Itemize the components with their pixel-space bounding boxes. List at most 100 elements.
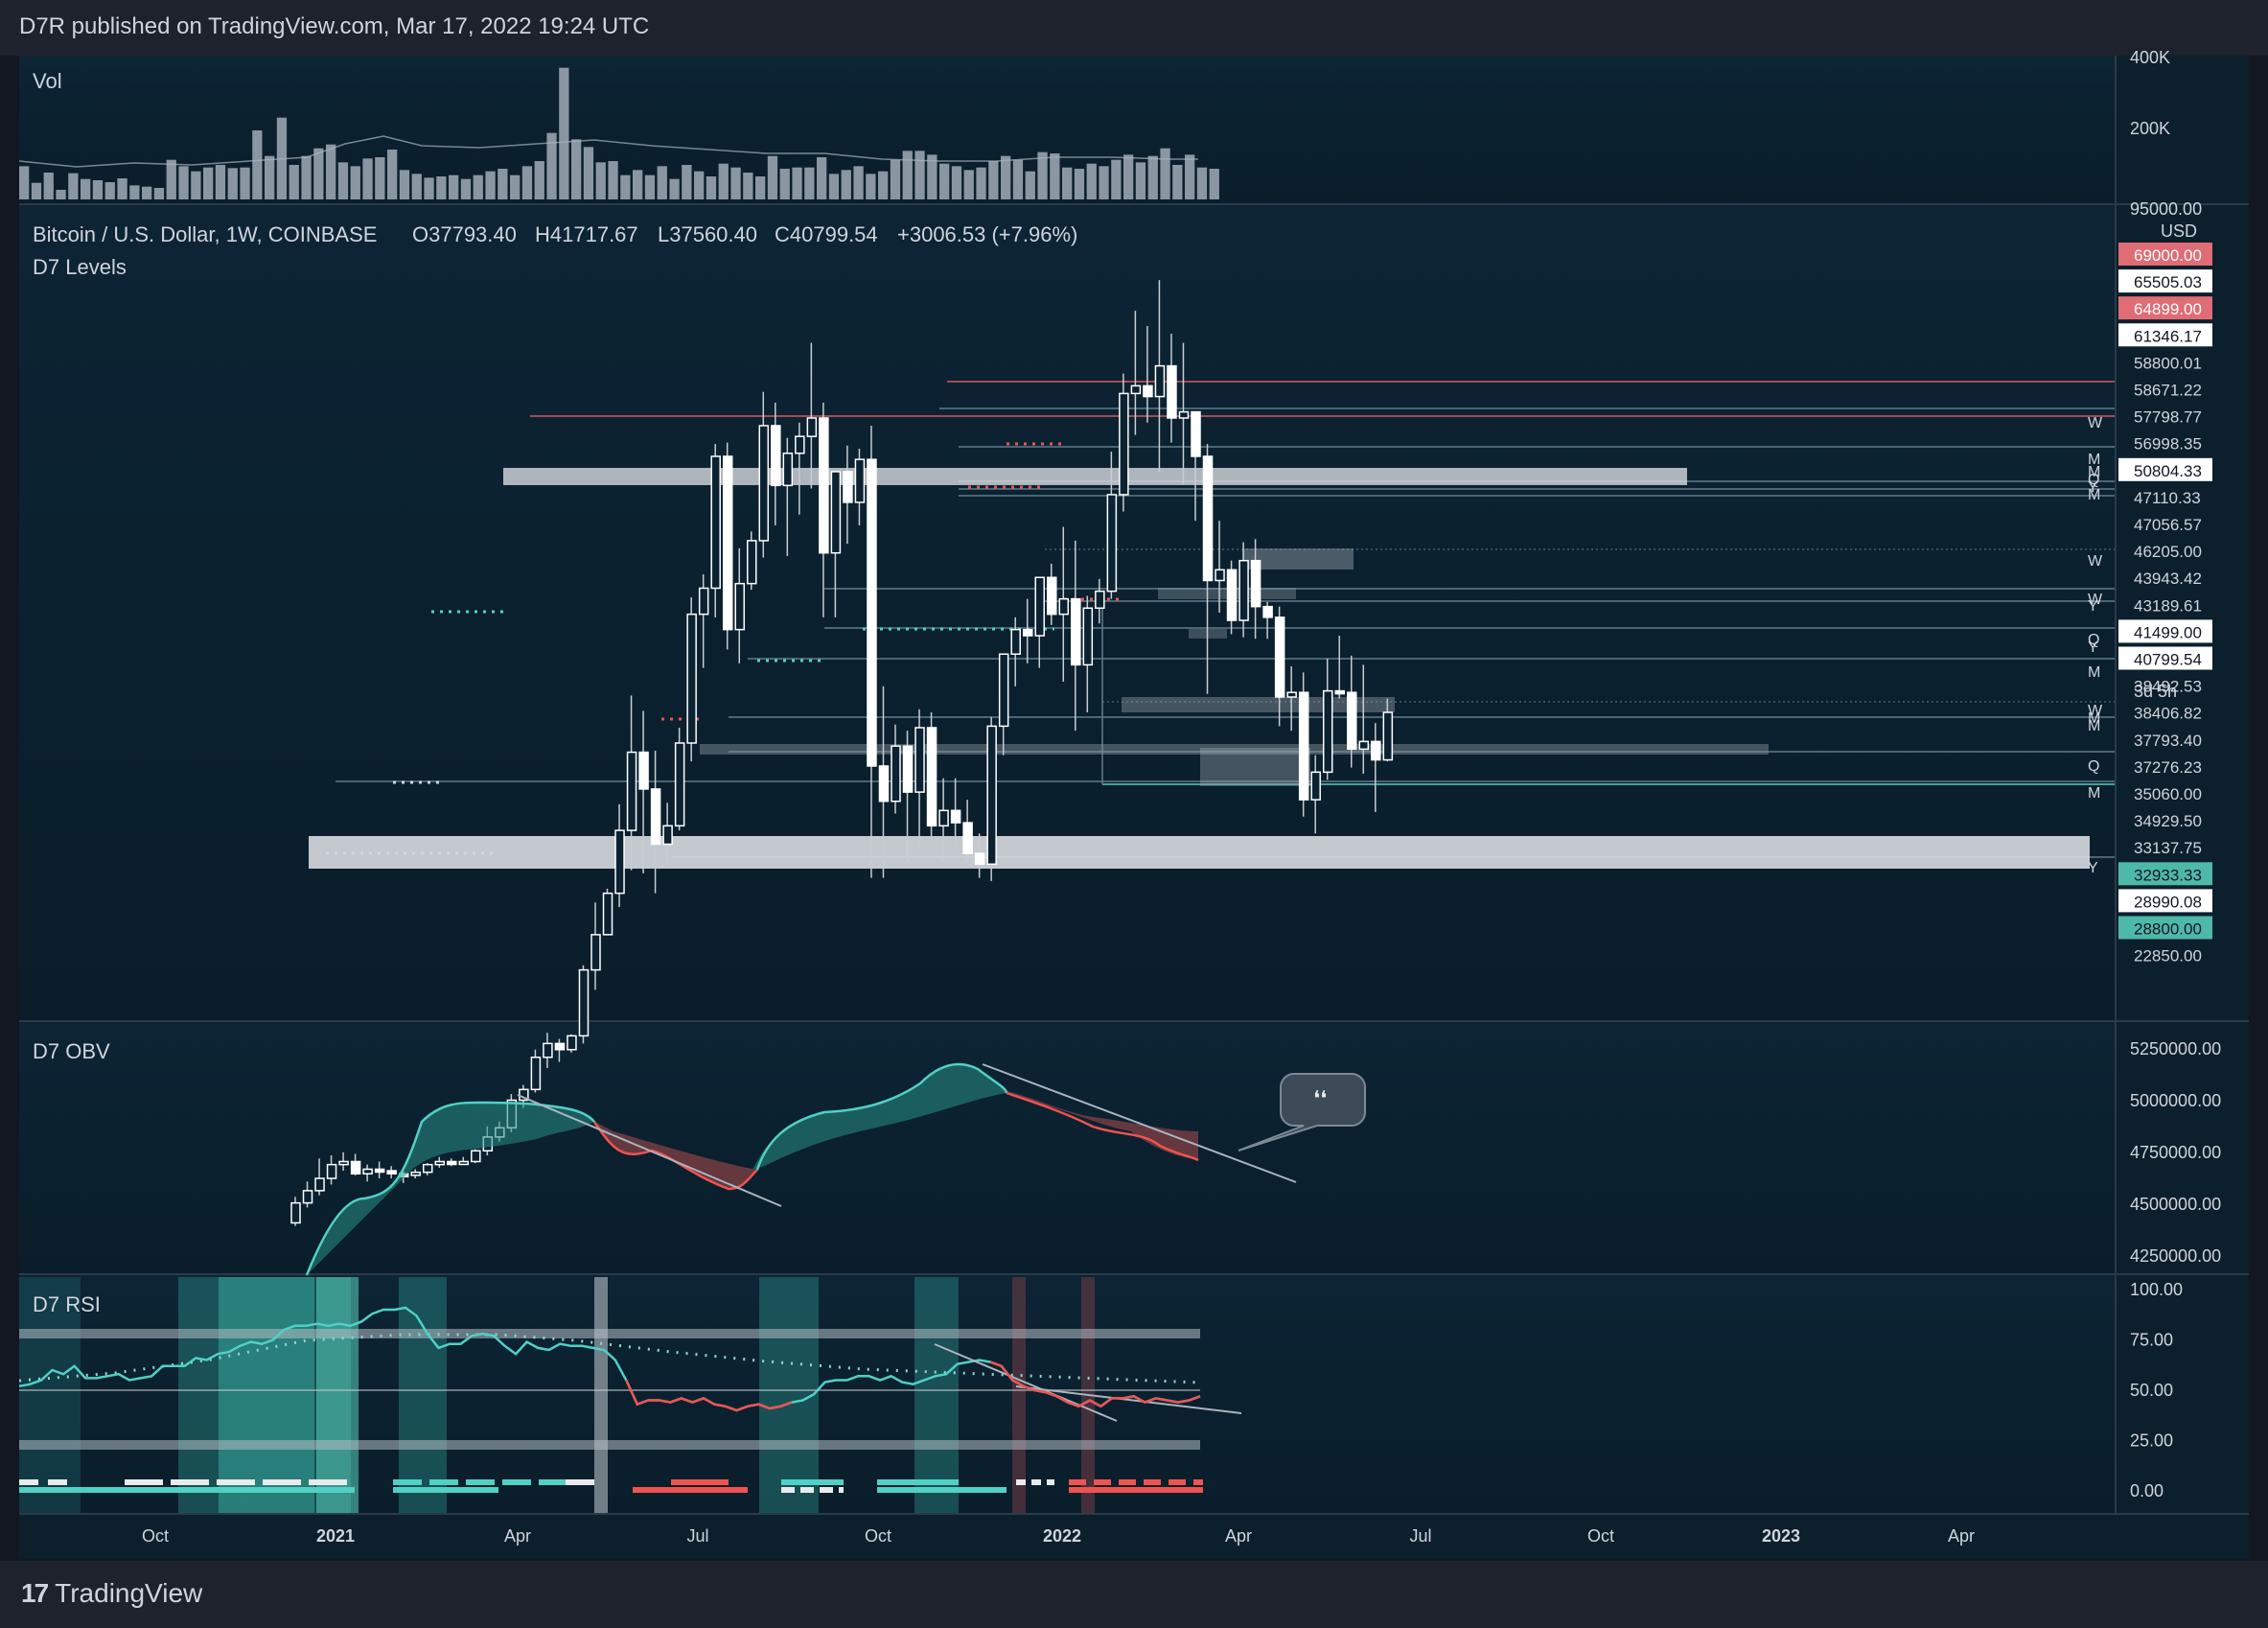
tradingview-logo-icon: 17 [21,1578,49,1608]
candle-body [926,727,937,827]
time-axis-label: 2023 [1762,1526,1800,1546]
volume-bar [620,174,631,199]
volume-bar [485,171,496,199]
volume-bar [1025,171,1035,199]
volume-bar [804,167,815,199]
time-axis-label: Jul [686,1526,708,1546]
price-label: 37793.40 [2134,732,2202,750]
rsi-pane[interactable] [19,1275,2115,1513]
candle-body [1143,384,1153,398]
volume-bar [1135,162,1146,199]
price-label-bg [2118,889,2212,913]
ohlc-open: O37793.40 [412,222,517,246]
volume-bar [546,132,557,199]
level-tag: M [2088,487,2100,503]
ohlc-close: C40799.54 [775,222,878,246]
price-label: 58800.01 [2134,354,2202,372]
footer-bar: 17 TradingView [0,1561,2268,1628]
volume-bar [583,147,594,199]
volume-bar [510,174,521,199]
price-label: 33137.75 [2134,839,2202,857]
candle-body [1382,711,1394,761]
volume-bar [215,165,226,199]
level-tag: M [2088,718,2100,734]
volume-bar [289,165,299,199]
candle-body [422,1163,433,1174]
volume-bar [1086,163,1097,199]
candle-body [1274,616,1285,698]
candle-body [602,892,613,936]
price-label: 61346.17 [2134,327,2202,345]
obv-tick: 5250000.00 [2130,1039,2221,1058]
price-label: 35060.00 [2134,785,2202,803]
candle-body [626,751,637,831]
volume-bar [608,161,618,199]
price-labels: 69000.00 65505.03 64899.00 61346.17 58800.01… [2118,243,2212,965]
level-zones [309,468,2090,869]
candle-body [434,1160,445,1166]
ohlc-change: +3006.53 (+7.96%) [897,222,1077,246]
candle-body [638,751,649,790]
volume-bar [81,178,91,199]
obv-title: D7 OBV [33,1039,110,1063]
volume-bar [498,169,508,199]
price-label: 43943.42 [2134,570,2202,588]
price-label: 34929.50 [2134,812,2202,830]
obv-pane[interactable] [19,1022,2115,1273]
candle-body [1334,689,1345,695]
volume-bar [313,148,324,199]
candle-body [290,1201,301,1224]
candle-body [543,1042,553,1058]
tradingview-logo[interactable]: 17 TradingView [21,1578,202,1609]
volume-bar [104,182,115,199]
candle-body [686,613,697,744]
candle-body [302,1190,313,1204]
candle-body [590,934,601,971]
rsi-trendlines [934,1343,1242,1422]
price-label: 46205.00 [2134,543,2202,561]
candle-body [1082,607,1094,666]
level-tag: Y [2088,598,2098,615]
obv-ticks: 5250000.00 5000000.00 4750000.00 4500000.00… [2130,1039,2221,1266]
candle-body [1191,410,1201,457]
volume-bar [878,171,889,199]
candle-body [986,725,997,866]
volume-bar [1185,154,1195,199]
candle-body [447,1160,457,1166]
candle-body [1226,569,1238,621]
volume-bar [142,186,152,199]
level-tag: Y [2088,640,2098,656]
price-label: 28800.00 [2134,920,2202,939]
price-label-bg [2118,862,2212,886]
price-label-bg [2118,646,2212,670]
candle-body [698,587,709,616]
volume-bar [240,167,250,199]
candle-body [938,809,949,827]
time-scale[interactable] [19,1515,2249,1559]
volume-bar [657,166,667,199]
candle-body [902,745,914,793]
candle-body [614,829,625,895]
price-label-bg [2118,296,2212,320]
rsi-tick: 25.00 [2130,1431,2173,1451]
volume-bar [387,150,398,199]
price-label-bg [2118,269,2212,293]
candle-body [1250,559,1261,608]
candle-body [362,1168,373,1175]
volume-bar [963,170,974,199]
candle-body [962,822,973,854]
volume-bar [436,176,447,199]
candle-body [1047,576,1057,616]
volume-bar [31,182,42,199]
obv-area [307,1064,1198,1275]
volume-bar [779,169,790,199]
candle-body [722,455,733,631]
volume-bar [92,180,104,199]
candle-body [650,788,661,846]
vol-tick-400k: 400K [2130,48,2170,67]
volume-bar [1099,166,1109,199]
volume-bar [129,185,140,199]
volume-bar [682,165,692,199]
price-currency: USD [2161,221,2197,241]
